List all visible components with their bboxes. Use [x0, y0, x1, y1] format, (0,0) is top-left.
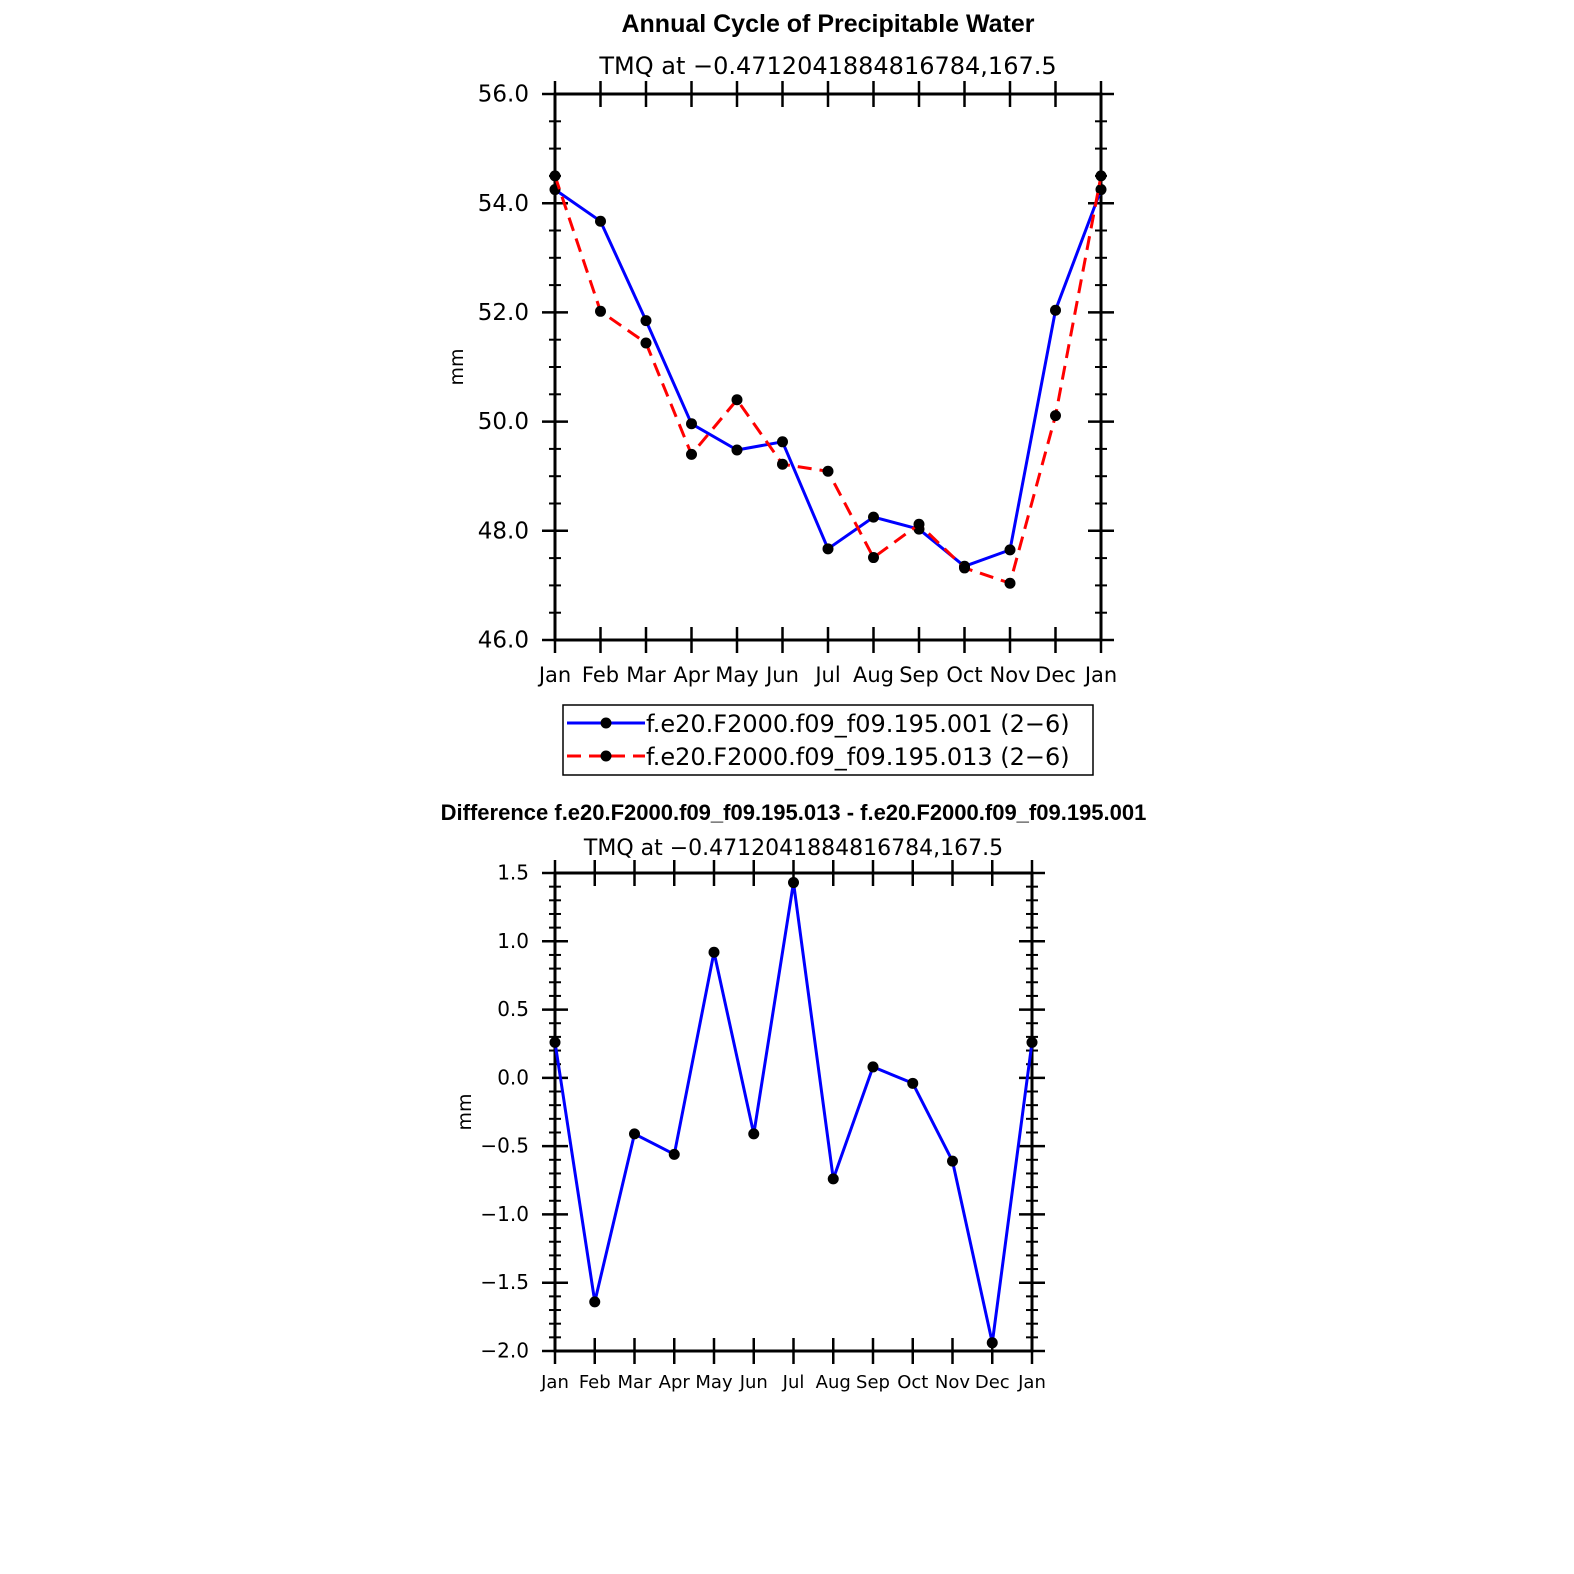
data-point	[1095, 170, 1107, 182]
data-point	[640, 337, 652, 349]
x-tick-label: Oct	[897, 1372, 928, 1393]
data-point	[668, 1148, 680, 1160]
data-point	[1050, 410, 1061, 422]
data-point	[595, 305, 606, 317]
data-point	[731, 444, 743, 456]
x-tick-label: Jun	[764, 663, 799, 687]
x-tick-label: Aug	[816, 1372, 851, 1393]
chart-2: Difference f.e20.F2000.f09_f09.195.013 -…	[441, 800, 1147, 1393]
y-tick-label: −1.0	[480, 1202, 529, 1226]
data-point	[1004, 577, 1016, 589]
y-tick-label: 46.0	[478, 628, 529, 654]
x-tick-label: Jan	[1083, 663, 1117, 687]
data-point	[827, 1173, 839, 1185]
data-point	[589, 1296, 601, 1308]
x-tick-label: Oct	[946, 663, 982, 687]
data-point	[748, 1128, 760, 1140]
data-point	[777, 436, 788, 448]
y-tick-label: −1.5	[480, 1270, 529, 1294]
chart-title: Annual Cycle of Precipitable Water	[621, 10, 1034, 38]
data-point	[1004, 544, 1016, 556]
x-tick-label: May	[695, 1372, 733, 1393]
plot-frame	[553, 92, 1103, 642]
series-line-1	[554, 188, 1103, 568]
data-point	[913, 518, 925, 530]
y-axis-label: mm	[446, 348, 468, 385]
x-tick-label: Jul	[813, 663, 840, 687]
x-tick-label: Jan	[1017, 1372, 1046, 1393]
data-point	[686, 448, 697, 460]
chart-subtitle: TMQ at −0.4712041884816784,167.5	[583, 836, 1003, 861]
y-tick-label: 1.0	[497, 929, 529, 953]
data-point	[549, 1036, 561, 1048]
data-point	[822, 543, 834, 555]
data-point	[1095, 184, 1107, 196]
legend: f.e20.F2000.f09_f09.195.001 (2−6) f.e20.F…	[562, 704, 1094, 776]
data-point	[959, 562, 970, 574]
data-point	[1050, 304, 1061, 316]
y-tick-label: 52.0	[478, 300, 529, 326]
series-line-2	[553, 175, 1103, 585]
series-line-1	[553, 881, 1034, 1345]
data-point	[595, 215, 606, 227]
y-tick-label: 1.5	[497, 860, 529, 884]
x-tick-label: Apr	[673, 663, 710, 687]
data-point	[788, 877, 799, 889]
chart-title: Difference f.e20.F2000.f09_f09.195.013 -…	[441, 800, 1147, 825]
y-tick-label: −0.5	[480, 1134, 529, 1158]
data-point	[629, 1128, 640, 1140]
x-tick-label: Jun	[739, 1372, 768, 1393]
data-point	[868, 552, 879, 564]
x-tick-label: Jul	[782, 1372, 805, 1393]
data-point	[822, 465, 834, 477]
x-tick-label: Sep	[899, 663, 939, 687]
x-tick-label: May	[715, 663, 758, 687]
x-tick-label: Jan	[540, 1372, 569, 1393]
x-tick-label: Mar	[618, 1372, 653, 1393]
x-tick-label: Apr	[659, 1372, 691, 1393]
data-point	[777, 458, 788, 470]
x-tick-label: Jan	[537, 663, 571, 687]
y-tick-label: 56.0	[478, 82, 529, 108]
x-tick-label: Feb	[579, 1372, 611, 1393]
data-point	[947, 1155, 958, 1167]
legend-marker	[600, 717, 612, 729]
data-point	[867, 1061, 879, 1073]
plot-frame	[553, 871, 1034, 1353]
data-point	[549, 170, 561, 182]
data-point	[1026, 1036, 1038, 1048]
legend-marker	[600, 750, 612, 762]
y-tick-label: −2.0	[480, 1338, 529, 1362]
y-tick-label: 0.0	[497, 1065, 529, 1089]
data-point	[640, 315, 652, 327]
y-tick-label: 0.5	[497, 997, 529, 1021]
x-tick-label: Dec	[1035, 663, 1076, 687]
x-tick-label: Sep	[856, 1372, 890, 1393]
data-point	[986, 1337, 998, 1349]
x-tick-label: Feb	[582, 663, 619, 687]
legend-label: f.e20.F2000.f09_f09.195.001 (2−6)	[646, 710, 1070, 738]
data-point	[708, 946, 720, 958]
x-tick-label: Nov	[990, 663, 1031, 687]
y-tick-label: 54.0	[478, 191, 529, 217]
y-tick-label: 50.0	[478, 409, 529, 435]
data-point	[868, 511, 879, 523]
y-axis-label: mm	[454, 1093, 476, 1130]
data-point	[686, 418, 697, 430]
data-point	[731, 394, 743, 406]
data-point	[907, 1077, 919, 1089]
chart-subtitle: TMQ at −0.4712041884816784,167.5	[598, 52, 1056, 80]
x-tick-label: Dec	[975, 1372, 1010, 1393]
legend-label: f.e20.F2000.f09_f09.195.013 (2−6)	[646, 743, 1070, 771]
x-tick-label: Aug	[853, 663, 894, 687]
legend-box	[562, 704, 1094, 776]
y-tick-label: 48.0	[478, 518, 529, 544]
x-tick-label: Mar	[626, 663, 666, 687]
chart-1: Annual Cycle of Precipitable Water TMQ at…	[446, 10, 1117, 776]
x-tick-label: Nov	[935, 1372, 970, 1393]
